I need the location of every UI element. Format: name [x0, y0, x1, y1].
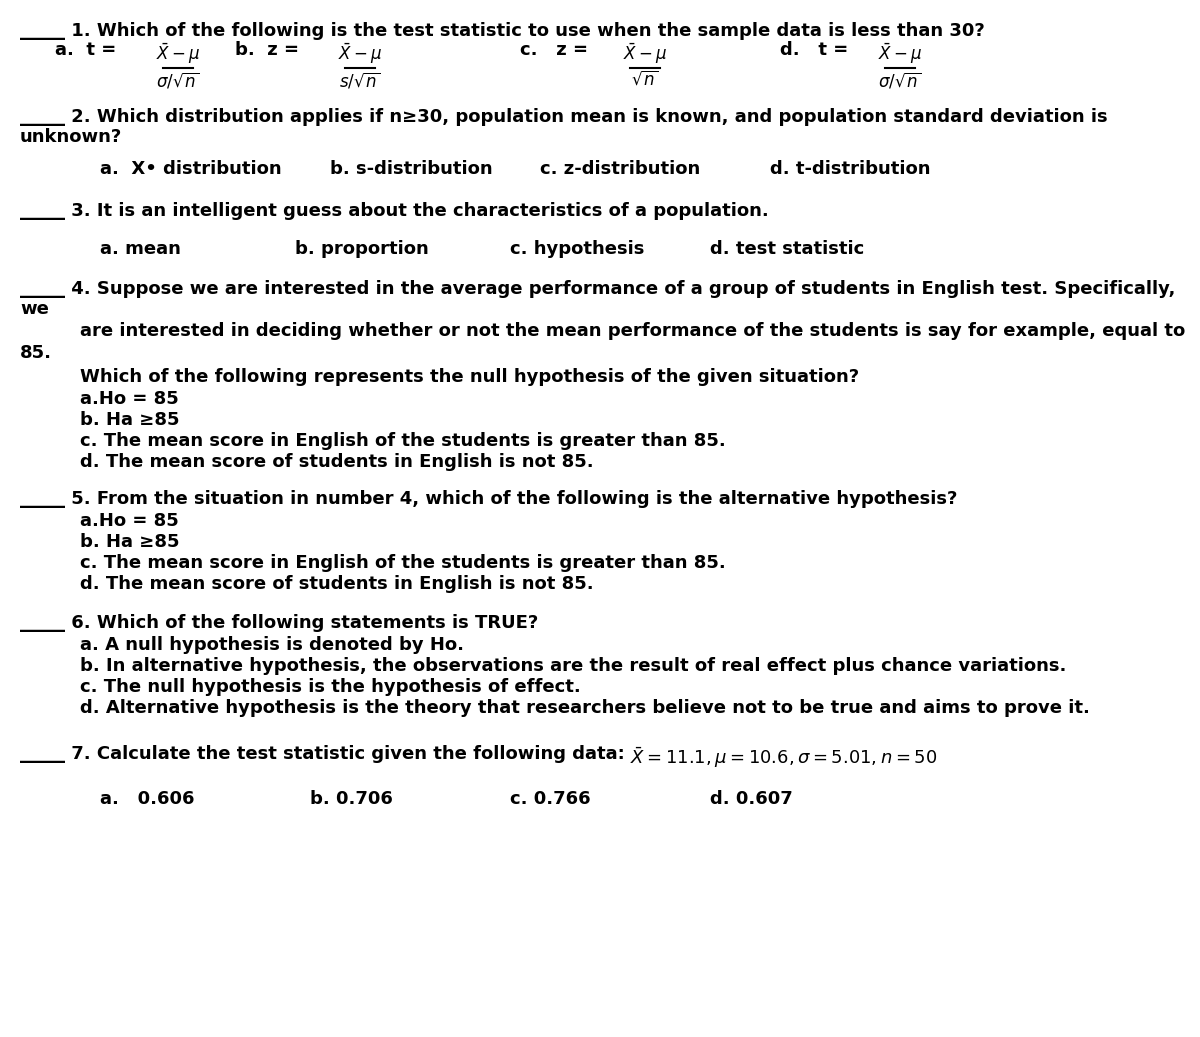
Text: we: we — [20, 300, 49, 318]
Text: _____ 3. It is an intelligent guess about the characteristics of a population.: _____ 3. It is an intelligent guess abou… — [20, 202, 769, 220]
Text: _____ 5. From the situation in number 4, which of the following is the alternati: _____ 5. From the situation in number 4,… — [20, 491, 958, 508]
Text: $\bar{X}-\mu$: $\bar{X}-\mu$ — [623, 41, 667, 66]
Text: d. The mean score of students in English is not 85.: d. The mean score of students in English… — [80, 574, 594, 593]
Text: a.  t =: a. t = — [55, 41, 116, 59]
Text: d. 0.607: d. 0.607 — [710, 790, 793, 808]
Text: $\bar{X}-\mu$: $\bar{X}-\mu$ — [878, 41, 922, 66]
Text: are interested in deciding whether or not the mean performance of the students i: are interested in deciding whether or no… — [80, 323, 1186, 340]
Text: c.   z =: c. z = — [520, 41, 588, 59]
Text: b. Ha ≥85: b. Ha ≥85 — [80, 411, 180, 429]
Text: c. z-distribution: c. z-distribution — [540, 160, 701, 178]
Text: c. 0.766: c. 0.766 — [510, 790, 590, 808]
Text: $\bar{X}-\mu$: $\bar{X}-\mu$ — [338, 41, 382, 66]
Text: _____ 6. Which of the following statements is TRUE?: _____ 6. Which of the following statemen… — [20, 614, 539, 632]
Text: d. test statistic: d. test statistic — [710, 240, 864, 258]
Text: b. proportion: b. proportion — [295, 240, 428, 258]
Text: c. The null hypothesis is the hypothesis of effect.: c. The null hypothesis is the hypothesis… — [80, 678, 581, 696]
Text: b.  z =: b. z = — [235, 41, 299, 59]
Text: b. In alternative hypothesis, the observations are the result of real effect plu: b. In alternative hypothesis, the observ… — [80, 657, 1067, 675]
Text: a.Ho = 85: a.Ho = 85 — [80, 390, 179, 408]
Text: $\bar{X}-\mu$: $\bar{X}-\mu$ — [156, 41, 200, 66]
Text: _____ 1. Which of the following is the test statistic to use when the sample dat: _____ 1. Which of the following is the t… — [20, 22, 985, 40]
Text: $\sigma/\sqrt{n}$: $\sigma/\sqrt{n}$ — [878, 71, 922, 90]
Text: unknown?: unknown? — [20, 128, 122, 146]
Text: $\bar{X} = 11.1, \mu = 10.6, \sigma = 5.01, n = 50$: $\bar{X} = 11.1, \mu = 10.6, \sigma = 5.… — [630, 745, 937, 769]
Text: _____ 7. Calculate the test statistic given the following data:: _____ 7. Calculate the test statistic gi… — [20, 745, 631, 763]
Text: d. t-distribution: d. t-distribution — [770, 160, 930, 178]
Text: d.   t =: d. t = — [780, 41, 848, 59]
Text: c. The mean score in English of the students is greater than 85.: c. The mean score in English of the stud… — [80, 432, 726, 450]
Text: a.  X• distribution: a. X• distribution — [100, 160, 282, 178]
Text: _____ 2. Which distribution applies if n≥30, population mean is known, and popul: _____ 2. Which distribution applies if n… — [20, 108, 1108, 127]
Text: d. The mean score of students in English is not 85.: d. The mean score of students in English… — [80, 453, 594, 471]
Text: _____ 4. Suppose we are interested in the average performance of a group of stud: _____ 4. Suppose we are interested in th… — [20, 280, 1175, 298]
Text: b. Ha ≥85: b. Ha ≥85 — [80, 533, 180, 551]
Text: c. hypothesis: c. hypothesis — [510, 240, 644, 258]
Text: b. 0.706: b. 0.706 — [310, 790, 392, 808]
Text: b. s-distribution: b. s-distribution — [330, 160, 493, 178]
Text: a. mean: a. mean — [100, 240, 181, 258]
Text: d. Alternative hypothesis is the theory that researchers believe not to be true : d. Alternative hypothesis is the theory … — [80, 699, 1090, 717]
Text: a. A null hypothesis is denoted by Ho.: a. A null hypothesis is denoted by Ho. — [80, 636, 464, 654]
Text: Which of the following represents the null hypothesis of the given situation?: Which of the following represents the nu… — [80, 368, 859, 386]
Text: c. The mean score in English of the students is greater than 85.: c. The mean score in English of the stud… — [80, 554, 726, 572]
Text: $\sqrt{n}$: $\sqrt{n}$ — [631, 71, 659, 88]
Text: a.   0.606: a. 0.606 — [100, 790, 194, 808]
Text: a.Ho = 85: a.Ho = 85 — [80, 512, 179, 530]
Text: $\sigma/\sqrt{n}$: $\sigma/\sqrt{n}$ — [156, 71, 199, 90]
Text: $s/\sqrt{n}$: $s/\sqrt{n}$ — [340, 71, 380, 90]
Text: 85.: 85. — [20, 344, 52, 362]
